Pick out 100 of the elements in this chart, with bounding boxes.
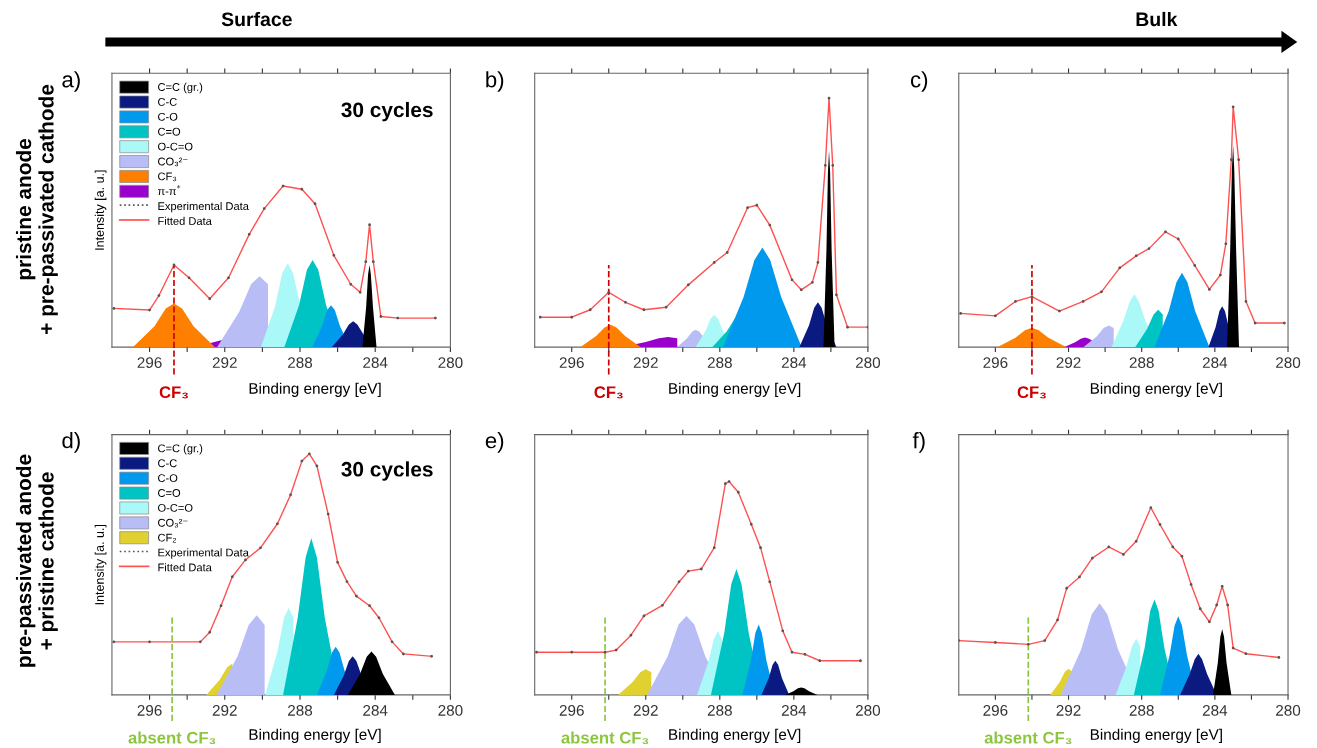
x-tick-label: 296	[137, 705, 162, 716]
point	[308, 452, 311, 456]
chart-title: e)	[485, 432, 504, 453]
point	[208, 297, 212, 301]
point	[345, 580, 349, 583]
point	[1149, 506, 1153, 510]
point	[396, 316, 400, 320]
legend-label: CO₃²⁻	[158, 518, 188, 528]
legend-label: CO₃²⁻	[158, 157, 188, 167]
point	[1277, 656, 1281, 659]
point	[818, 659, 822, 663]
point	[1215, 603, 1219, 607]
text: Bulk	[1136, 11, 1178, 27]
x-tick-label: 288	[707, 357, 732, 369]
point	[355, 594, 358, 598]
point	[736, 490, 740, 494]
point	[262, 207, 266, 210]
point	[1220, 584, 1224, 588]
ref-line-label: CF₃	[1017, 386, 1046, 399]
text: 30 cycles	[341, 101, 433, 122]
x-tick-label: 288	[707, 705, 732, 716]
point	[1282, 321, 1286, 325]
x-tick-label: 288	[288, 705, 313, 716]
x-tick-label: 284	[1202, 357, 1228, 369]
x-tick-label: 288	[1129, 357, 1154, 369]
point	[727, 480, 731, 483]
legend-label: Experimental Data	[158, 201, 249, 213]
point	[313, 202, 317, 206]
chart-title: b)	[486, 71, 504, 92]
point	[1189, 583, 1193, 586]
point	[230, 575, 234, 579]
point	[157, 294, 161, 297]
point	[846, 325, 849, 329]
x-tick-label: 296	[559, 357, 584, 369]
x-tick-label: 284	[781, 357, 807, 369]
point	[1026, 642, 1030, 646]
point	[364, 260, 368, 264]
point	[725, 251, 729, 254]
point	[958, 639, 961, 642]
point	[570, 650, 574, 654]
point	[686, 569, 690, 573]
point	[1207, 620, 1211, 624]
point	[430, 654, 433, 658]
point	[402, 652, 405, 656]
text: pristine anode + pre-passivated cathode	[15, 84, 58, 334]
point	[1244, 652, 1248, 656]
point	[699, 567, 703, 571]
point	[746, 206, 749, 210]
x-tick-label: 296	[559, 705, 584, 716]
ref-line-label: CF₃	[159, 386, 188, 399]
point	[1176, 237, 1180, 241]
y-axis-title: Intensity [a. u.]	[94, 170, 107, 250]
point	[686, 283, 690, 287]
point	[336, 560, 339, 564]
x-tick-label: 292	[1056, 357, 1081, 369]
text: pre-passivated anode + pristine cathode	[15, 454, 58, 667]
ref-line-label: CF₃	[594, 386, 623, 399]
point	[642, 308, 646, 312]
x-tick-label: 292	[633, 705, 658, 716]
point	[219, 604, 223, 608]
point	[810, 280, 814, 284]
point	[198, 640, 202, 644]
point	[1147, 247, 1151, 250]
x-tick-label: 288	[288, 357, 313, 369]
x-tick-label: 292	[633, 357, 658, 369]
point	[377, 616, 381, 620]
point	[993, 641, 997, 644]
point	[993, 314, 997, 318]
legend-label: C-O	[158, 112, 178, 121]
point	[570, 315, 574, 319]
legend-label: C-O	[158, 474, 178, 483]
point	[803, 652, 807, 656]
x-tick-label: 296	[983, 357, 1008, 369]
legend-label: C-C	[158, 97, 177, 106]
x-tick-label: 280	[1276, 705, 1301, 716]
point	[624, 300, 627, 304]
point	[835, 293, 838, 297]
x-tick-label: 292	[1056, 705, 1081, 716]
point	[768, 580, 772, 584]
point	[247, 232, 251, 236]
point	[1229, 158, 1233, 162]
point	[588, 308, 592, 312]
ref-line-label: absent CF₃	[561, 731, 649, 745]
point	[148, 308, 151, 312]
point	[755, 203, 759, 207]
x-tick-label: 280	[855, 705, 881, 716]
x-axis-title: Binding energy [eV]	[669, 728, 801, 743]
point	[661, 603, 664, 607]
point	[712, 261, 716, 264]
point	[1030, 295, 1034, 299]
x-tick-label: 284	[781, 705, 807, 716]
legend-label: C=O	[158, 489, 181, 497]
y-axis-title: Intensity [a. u.]	[94, 524, 107, 605]
x-axis-title: Binding energy [eV]	[1090, 382, 1222, 397]
point	[371, 260, 375, 264]
point	[535, 650, 538, 654]
x-tick-label: 292	[212, 705, 237, 716]
point	[1180, 554, 1184, 558]
point	[148, 640, 151, 644]
point	[759, 546, 762, 550]
